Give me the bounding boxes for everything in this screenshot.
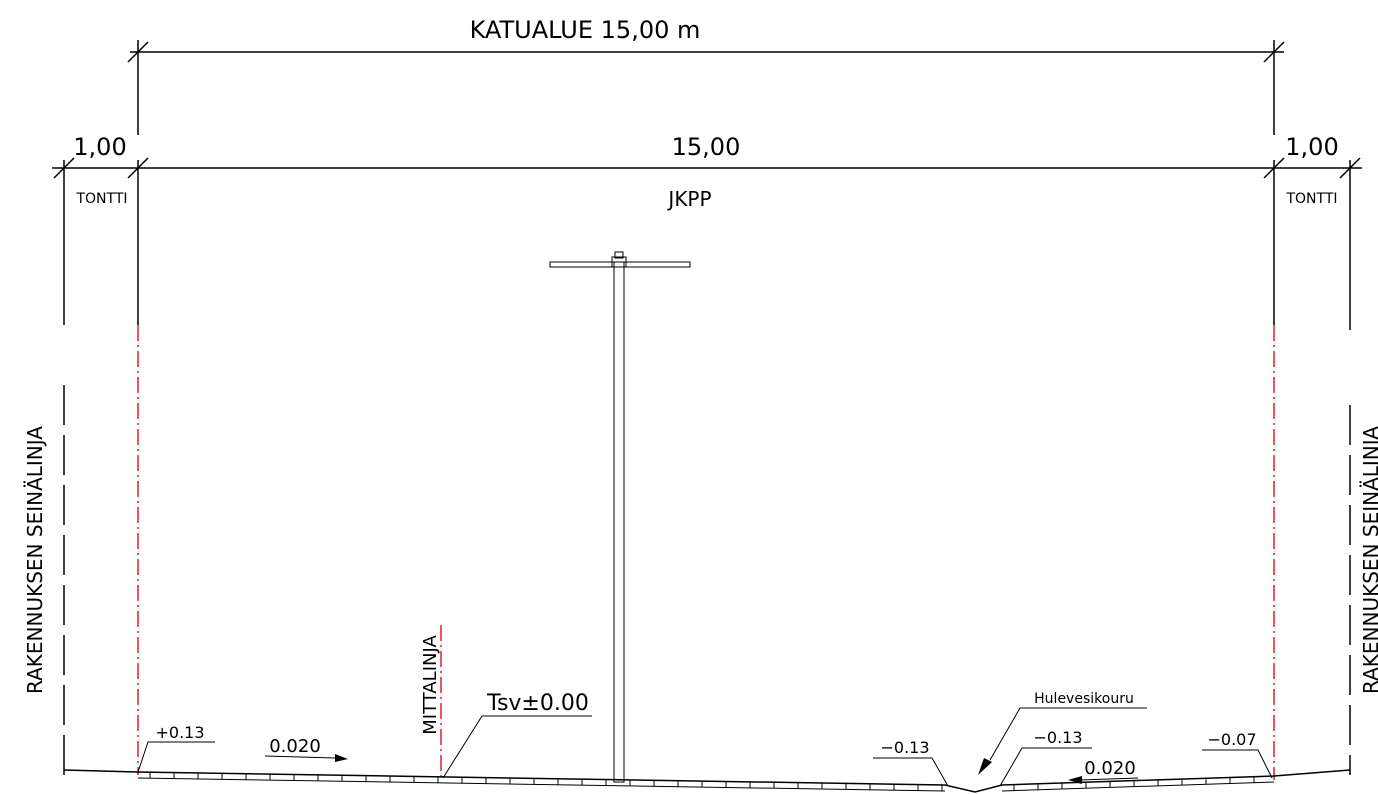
level-label: −0.13 (1033, 728, 1082, 747)
level-label: +0.13 (155, 723, 204, 742)
slope-label: 0.020 (269, 736, 321, 757)
gutter-label: Hulevesikouru (1034, 691, 1134, 707)
level-label: −0.07 (1207, 730, 1256, 749)
zone-label: TONTTI (75, 191, 127, 207)
zone-label: TONTTI (1285, 191, 1337, 207)
dimension-lines (52, 40, 1362, 780)
leaders (137, 707, 1273, 787)
zone-label: JKPP (666, 187, 711, 211)
level-label: −0.13 (880, 738, 929, 757)
lamp-post (549, 251, 691, 783)
dimension-label: 1,00 (1285, 133, 1338, 161)
wall-line-label: RAKENNUKSEN SEINÄLINJA (23, 426, 47, 694)
ground (63, 769, 1351, 793)
dimension-label: 1,00 (73, 133, 126, 161)
reference-label: Tsv±0.00 (486, 691, 589, 716)
measure-line-label: MITTALINJA (420, 635, 441, 735)
dimension-label: 15,00 (672, 133, 741, 161)
wall-line-label: RAKENNUKSEN SEINÄLINJA (1359, 426, 1378, 694)
slope-label: 0.020 (1084, 758, 1136, 779)
dimension-label: KATUALUE 15,00 m (470, 16, 701, 44)
